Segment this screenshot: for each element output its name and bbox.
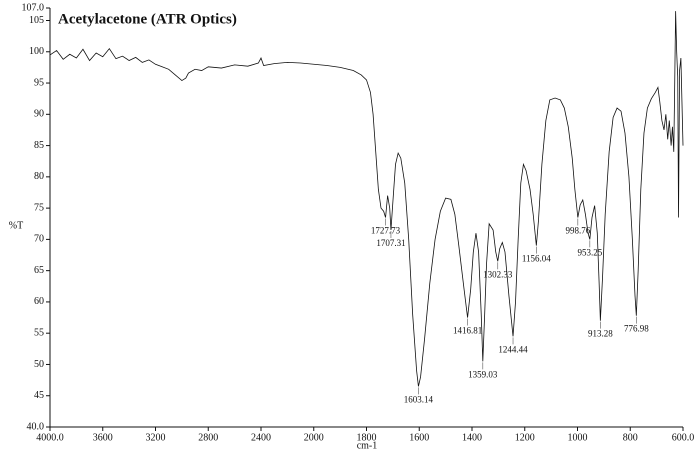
x-tick-label: 3600 <box>93 432 113 443</box>
peak-label: 1359.03 <box>468 369 498 379</box>
x-tick-label: 1000 <box>568 432 588 443</box>
y-tick-label: 55 <box>34 327 44 338</box>
y-tick-label: 40.0 <box>27 421 45 432</box>
x-tick-label: 3200 <box>146 432 166 443</box>
x-tick-label: 1800 <box>357 432 377 443</box>
x-tick-label: 2400 <box>251 432 271 443</box>
y-tick-label: 45 <box>34 390 44 401</box>
y-tick-label: 65 <box>34 265 44 276</box>
y-tick-label: 105 <box>29 15 44 26</box>
y-tick-label: 50 <box>34 359 44 370</box>
peak-label: 1302.33 <box>483 269 513 279</box>
peak-label: 953.25 <box>577 247 602 257</box>
x-tick-label: 4000.0 <box>36 432 64 443</box>
y-tick-label: 90 <box>34 109 44 120</box>
peak-label: 913.28 <box>588 329 613 339</box>
peak-label: 776.98 <box>624 324 649 334</box>
y-tick-label: 75 <box>34 202 44 213</box>
peak-label: 1156.04 <box>522 254 551 264</box>
peak-label: 1727.73 <box>371 226 401 236</box>
x-axis-label: cm-1 <box>357 440 378 451</box>
y-tick-label: 100 <box>29 46 44 57</box>
peak-label: 1244.44 <box>498 344 528 354</box>
spectrum-line <box>49 11 684 387</box>
peak-label: 1707.31 <box>376 238 405 248</box>
y-tick-label: 60 <box>34 296 44 307</box>
y-tick-label: 107.0 <box>22 2 45 13</box>
y-tick-label: 85 <box>34 140 44 151</box>
peak-label: 1603.14 <box>404 394 434 404</box>
y-tick-label: 80 <box>34 171 44 182</box>
peak-label: 998.76 <box>565 226 590 236</box>
x-tick-label: 1400 <box>462 432 482 443</box>
x-tick-label: 600.0 <box>672 432 695 443</box>
y-axis-label: %T <box>9 220 23 231</box>
x-tick-label: 1200 <box>515 432 535 443</box>
y-tick-label: 70 <box>34 234 44 245</box>
x-tick-label: 2800 <box>198 432 218 443</box>
chart-title: Acetylacetone (ATR Optics) <box>58 11 237 27</box>
y-tick-label: 95 <box>34 77 44 88</box>
peak-label: 1416.81 <box>453 326 482 336</box>
x-tick-label: 800 <box>623 432 638 443</box>
x-tick-label: 1600 <box>409 432 429 443</box>
x-tick-label: 2000 <box>304 432 324 443</box>
